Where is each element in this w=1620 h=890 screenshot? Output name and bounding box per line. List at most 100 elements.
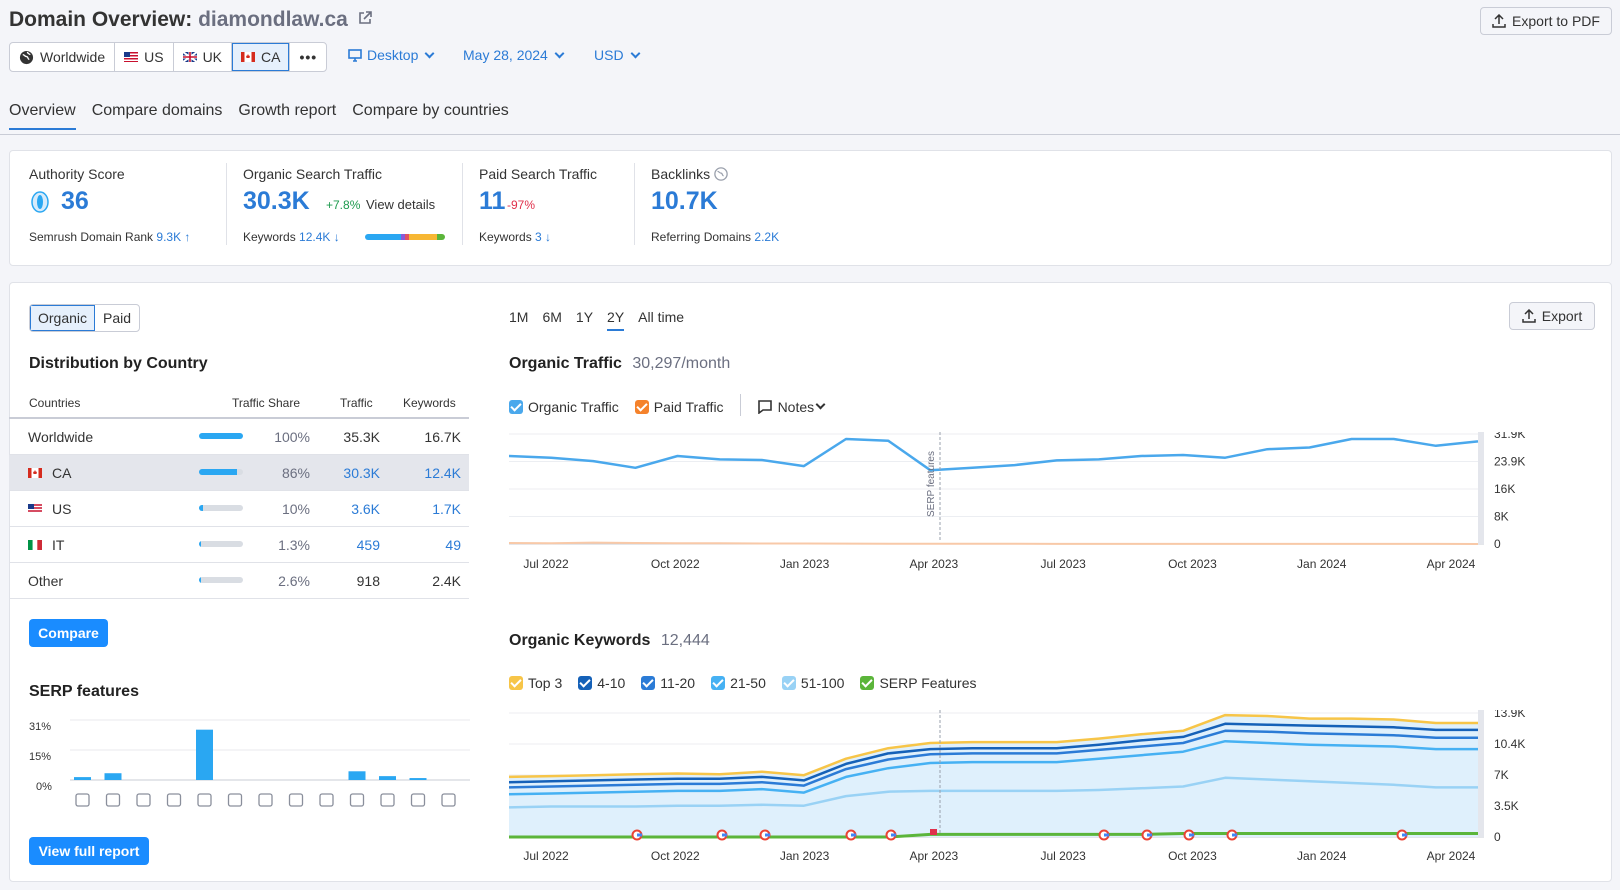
table-row[interactable]: Worldwide 100% 35.3K 16.7K xyxy=(9,419,469,455)
serp-bar[interactable] xyxy=(196,729,213,780)
export-pdf-button[interactable]: Export to PDF xyxy=(1480,7,1612,35)
table-row[interactable]: Other 2.6% 918 2.4K xyxy=(9,563,469,599)
scroll-handle[interactable] xyxy=(1478,710,1484,837)
legend-label: 21-50 xyxy=(730,675,766,691)
table-row[interactable]: CA 86% 30.3K 12.4K xyxy=(9,455,469,491)
serp-features-line[interactable] xyxy=(509,832,1478,839)
4-10-line[interactable] xyxy=(509,722,1478,784)
range-2y[interactable]: 2Y xyxy=(607,309,625,331)
tab-overview[interactable]: Overview xyxy=(9,102,76,130)
external-link-icon[interactable] xyxy=(358,11,372,25)
tab-compare-by-countries[interactable]: Compare by countries xyxy=(352,102,509,119)
keywords-value[interactable]: 1.7K xyxy=(432,501,461,517)
legend-label: Organic Traffic xyxy=(528,398,619,415)
google-update-icon[interactable] xyxy=(1098,829,1110,841)
google-update-icon[interactable] xyxy=(845,829,857,841)
image-icon[interactable] xyxy=(166,793,182,807)
table-row[interactable]: IT 1.3% 459 49 xyxy=(9,527,469,563)
referring-domains-value[interactable]: 2.2K xyxy=(754,230,780,244)
serp-bar[interactable] xyxy=(104,773,122,780)
legend-51-100[interactable]: 51-100 xyxy=(781,675,844,691)
legend-11-20[interactable]: 11-20 xyxy=(641,675,695,691)
flag-marker-icon[interactable] xyxy=(930,829,937,835)
tab-growth-report[interactable]: Growth report xyxy=(238,102,337,119)
region-ca[interactable]: CA xyxy=(232,43,291,71)
legend-21-50[interactable]: 21-50 xyxy=(711,675,766,691)
domain-rank-value[interactable]: 9.3K ↑ xyxy=(156,230,191,244)
serp-bar[interactable] xyxy=(379,776,396,780)
serp-bar[interactable] xyxy=(348,771,366,780)
comment-icon[interactable] xyxy=(288,793,304,807)
organic-toggle-button[interactable]: Organic xyxy=(30,305,96,331)
keywords-value[interactable]: 49 xyxy=(445,537,461,553)
briefcase-icon[interactable] xyxy=(410,793,426,807)
legend-organic-traffic[interactable]: Organic Traffic xyxy=(509,397,619,416)
view-details-link[interactable]: View details xyxy=(366,197,436,212)
paid-toggle-button[interactable]: Paid xyxy=(103,310,132,326)
crown-icon[interactable] xyxy=(75,793,90,807)
google-update-icon[interactable] xyxy=(885,829,897,841)
notes-dropdown[interactable]: Notes xyxy=(757,397,826,416)
legend-top-3[interactable]: Top 3 xyxy=(509,675,562,691)
range-1y[interactable]: 1Y xyxy=(575,309,594,325)
currency-dropdown[interactable]: USD xyxy=(594,47,641,63)
serp-bar[interactable] xyxy=(409,778,427,780)
51-100-line[interactable] xyxy=(509,776,1478,809)
tab-compare-domains[interactable]: Compare domains xyxy=(91,102,223,119)
play-icon[interactable] xyxy=(258,793,273,807)
range-1m[interactable]: 1M xyxy=(509,309,529,325)
legend-paid-traffic[interactable]: Paid Traffic xyxy=(634,397,724,416)
google-update-icon[interactable] xyxy=(759,829,771,841)
region-worldwide[interactable]: Worldwide xyxy=(10,43,116,71)
traffic-value[interactable]: 3.6K xyxy=(351,501,380,517)
paid-keywords-value[interactable]: 3 ↓ xyxy=(535,230,552,244)
google-update-icon[interactable] xyxy=(1226,829,1238,841)
x-icon[interactable] xyxy=(441,793,456,807)
range-all-time[interactable]: All time xyxy=(638,309,685,325)
star-icon[interactable] xyxy=(136,793,151,807)
device-dropdown[interactable]: Desktop xyxy=(348,47,435,63)
traffic-value[interactable]: 459 xyxy=(356,537,380,553)
legend-4-10[interactable]: 4-10 xyxy=(578,675,625,691)
paid-traffic-line[interactable] xyxy=(509,541,1479,545)
google-update-icon[interactable] xyxy=(1141,829,1153,841)
region-uk[interactable]: UK xyxy=(174,43,233,71)
graduation-icon[interactable] xyxy=(349,793,365,807)
note-icon xyxy=(757,400,772,414)
keywords-value[interactable]: 12.4K xyxy=(424,465,461,481)
export-button[interactable]: Export xyxy=(1509,302,1595,330)
video-icon[interactable] xyxy=(197,793,212,807)
video-box-icon[interactable] xyxy=(227,793,243,807)
google-update-icon[interactable] xyxy=(631,829,643,841)
authority-score-value[interactable]: 36 xyxy=(61,187,89,215)
region-us[interactable]: US xyxy=(115,43,174,71)
range-6m[interactable]: 6M xyxy=(542,309,562,325)
link-icon[interactable] xyxy=(105,793,121,807)
top-3-line[interactable] xyxy=(509,713,1478,779)
domain-name[interactable]: diamondlaw.ca xyxy=(198,8,348,31)
serp-bar[interactable] xyxy=(74,777,91,780)
view-full-report-button[interactable]: View full report xyxy=(29,837,149,865)
news-icon[interactable] xyxy=(380,793,395,807)
legend-serp-features[interactable]: SERP Features xyxy=(860,675,976,691)
organic-traffic-value[interactable]: 30.3K xyxy=(243,187,310,215)
table-row[interactable]: US 10% 3.6K 1.7K xyxy=(9,491,469,527)
organic-keywords-value[interactable]: 12.4K ↓ xyxy=(299,230,340,244)
legend-label: Top 3 xyxy=(528,675,563,691)
traffic-share-bar xyxy=(199,577,243,583)
paid-traffic-value[interactable]: 11 xyxy=(479,187,506,215)
traffic-value[interactable]: 30.3K xyxy=(343,465,380,481)
11-20-line[interactable] xyxy=(509,729,1478,789)
21-50-line[interactable] xyxy=(509,739,1478,796)
location-icon[interactable] xyxy=(319,793,334,807)
google-update-icon[interactable] xyxy=(1183,829,1195,841)
scroll-handle[interactable] xyxy=(1478,432,1484,544)
google-update-icon[interactable] xyxy=(716,829,728,841)
organic-traffic-line[interactable] xyxy=(509,437,1479,472)
compare-button[interactable]: Compare xyxy=(29,619,108,647)
more-regions-button[interactable]: ••• xyxy=(290,43,326,71)
google-update-icon[interactable] xyxy=(1396,829,1408,841)
date-dropdown[interactable]: May 28, 2024 xyxy=(463,47,565,63)
backlinks-value[interactable]: 10.7K xyxy=(651,187,718,215)
us-flag-icon xyxy=(28,504,42,514)
